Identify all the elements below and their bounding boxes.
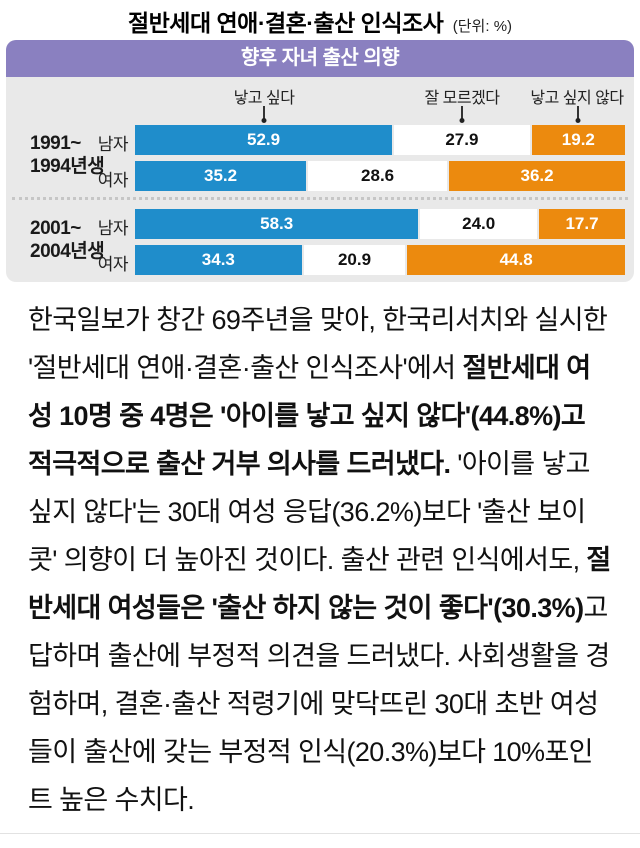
bar-segment: 19.2	[531, 125, 625, 155]
unit-label: (단위: %)	[452, 18, 513, 35]
article-text-run: 절반세대 여성들은 '출산 하지 않는 것이 좋다'(30.3%)	[28, 545, 611, 623]
age-group-line1: 2001~	[30, 218, 81, 239]
bar-segment: 28.6	[308, 161, 448, 191]
legend-label-want: 낳고 싶다	[233, 90, 295, 107]
age-group-line2: 1994년생	[30, 156, 105, 177]
article-text-run: 절반세대 여성 10명 중 4명은 '아이를 낳고 싶지 않다'(44.8%)고…	[28, 353, 591, 479]
bar-segment: 44.8	[407, 245, 626, 275]
bar-segment: 52.9	[135, 125, 393, 155]
bar-segment: 58.3	[135, 209, 419, 239]
down-arrow-icon	[263, 106, 265, 119]
row-label-male: 남자	[97, 135, 129, 154]
bar-segment: 20.9	[303, 245, 406, 275]
bar-segment: 35.2	[135, 161, 307, 191]
row-label-female: 여자	[97, 255, 129, 274]
bar-segment: 27.9	[394, 125, 530, 155]
article-text-run: 고 답하며 출산에 부정적 의견을 드러냈다. 사회생활을 경험하며, 결혼·출…	[28, 593, 610, 815]
stacked-bar-2001-male: 58.3 24.0 17.7	[135, 209, 625, 239]
article-text-run: '아이를 낳고 싶지 않다'는 30대 여성 응답(36.2%)보다 '출산 보…	[28, 449, 591, 575]
bottom-divider	[0, 833, 640, 834]
row-label-male: 남자	[97, 219, 129, 238]
group-separator	[12, 197, 628, 200]
bar-segment: 36.2	[449, 161, 626, 191]
chart-body: 낳고 싶다 잘 모르겠다 낳고 싶지 않다 1991~ 1994년생 2001~…	[6, 77, 634, 282]
birth-intention-chart: 향후 자녀 출산 의향 낳고 싶다 잘 모르겠다 낳고 싶지 않다 1991~ …	[6, 40, 634, 282]
bar-segment: 34.3	[135, 245, 302, 275]
age-group-line1: 1991~	[30, 133, 81, 154]
age-group-label-1991-1994: 1991~ 1994년생	[30, 132, 105, 178]
row-label-female: 여자	[97, 171, 129, 190]
stacked-bar-2001-female: 34.3 20.9 44.8	[135, 245, 626, 275]
bar-segment: 24.0	[420, 209, 537, 239]
age-group-line2: 2004년생	[30, 241, 105, 262]
age-group-label-2001-2004: 2001~ 2004년생	[30, 217, 105, 263]
article-body-text: 한국일보가 창간 69주년을 맞아, 한국리서치와 실시한 '절반세대 연애·결…	[28, 296, 613, 824]
chart-header: 향후 자녀 출산 의향	[6, 40, 634, 77]
legend-label-dont-want: 낳고 싶지 않다	[530, 90, 624, 107]
bar-segment: 17.7	[538, 209, 625, 239]
survey-title: 절반세대 연애·결혼·출산 인식조사	[127, 10, 444, 36]
down-arrow-icon	[461, 106, 463, 119]
page-title: 절반세대 연애·결혼·출산 인식조사 (단위: %)	[0, 4, 640, 38]
article-text-run: 한국일보가 창간 69주년을 맞아, 한국리서치와 실시한 '절반세대 연애·결…	[28, 305, 608, 383]
down-arrow-icon	[577, 106, 579, 119]
stacked-bar-1991-female: 35.2 28.6 36.2	[135, 161, 626, 191]
stacked-bar-1991-male: 52.9 27.9 19.2	[135, 125, 625, 155]
legend-label-unsure: 잘 모르겠다	[424, 90, 500, 107]
